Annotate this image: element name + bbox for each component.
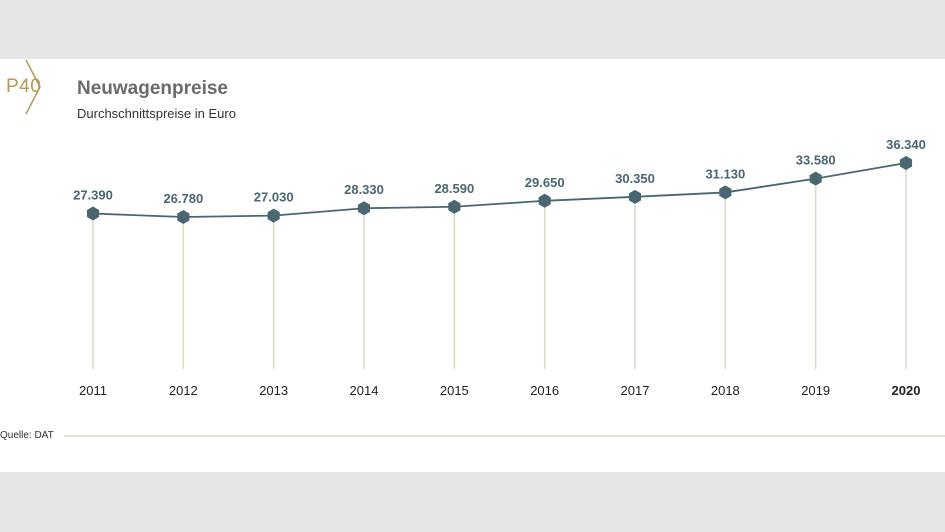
x-tick-label-2011: 2011 — [79, 383, 107, 398]
data-label-2013: 27.030 — [254, 190, 294, 205]
data-point-2012 — [177, 210, 190, 224]
x-tick-label-2017: 2017 — [621, 383, 650, 398]
data-point-2015 — [448, 199, 461, 214]
data-label-2018: 31.130 — [705, 166, 745, 181]
data-point-2011 — [86, 206, 100, 221]
x-tick-label-2015: 2015 — [440, 383, 469, 398]
data-label-2014: 28.330 — [344, 182, 384, 197]
data-point-2013 — [267, 208, 280, 223]
line-chart: 27.390 26.780 27.030 28.330 28.590 29.650 30.3… — [64, 137, 945, 437]
data-label-2016: 29.650 — [525, 175, 565, 190]
data-label-2019: 33.580 — [796, 153, 836, 168]
data-point-2017 — [628, 189, 642, 204]
source-note: Quelle: DAT — [0, 430, 54, 441]
data-point-2019 — [809, 171, 822, 186]
x-tick-label-2013: 2013 — [259, 383, 288, 398]
data-label-2020: 36.340 — [886, 137, 926, 152]
x-tick-label-2019: 2019 — [801, 383, 830, 398]
x-tick-label-2012: 2012 — [169, 383, 198, 398]
chart-number-badge: P40 — [6, 76, 42, 97]
series-line — [92, 162, 907, 218]
chart-title: Neuwagenpreise — [77, 78, 228, 99]
data-label-2017: 30.350 — [615, 171, 655, 186]
data-label-2015: 28.590 — [434, 181, 474, 196]
data-point-2020 — [899, 156, 913, 170]
x-tick-label-2014: 2014 — [350, 383, 379, 398]
data-label-2012: 26.780 — [163, 191, 203, 206]
data-point-2016 — [538, 193, 551, 208]
chart-panel — [0, 59, 945, 472]
data-label-2011: 27.390 — [73, 188, 113, 203]
data-point-2018 — [719, 185, 732, 200]
data-point-2014 — [357, 201, 371, 216]
chart-subtitle: Durchschnittspreise in Euro — [77, 106, 236, 121]
x-tick-label-2018: 2018 — [711, 383, 740, 398]
x-tick-label-2016: 2016 — [530, 383, 559, 398]
x-tick-label-2020: 2020 — [892, 383, 921, 398]
badge-chevron-icon — [25, 59, 41, 115]
